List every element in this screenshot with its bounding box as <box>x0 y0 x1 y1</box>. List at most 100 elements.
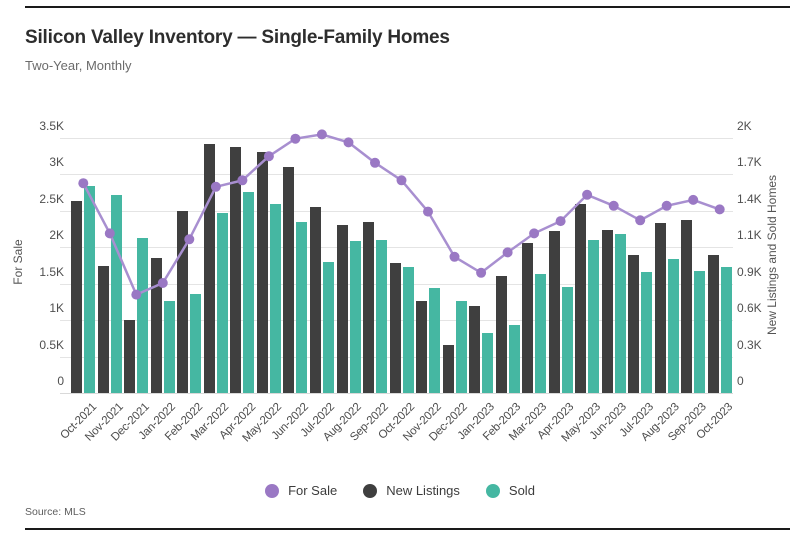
bar-sold-Apr-2022 <box>243 191 255 393</box>
bar-new-listings-Apr-2022 <box>230 146 242 393</box>
bar-sold-Mar-2022 <box>216 213 228 393</box>
y-tick-right: 0.9K <box>737 264 762 279</box>
bar-sold-Nov-2021 <box>110 195 122 393</box>
bar-new-listings-Oct-2023 <box>707 255 719 393</box>
y-tick-left: 0 <box>57 374 64 388</box>
y-tick-right: 1.1K <box>737 228 762 243</box>
legend-label: New Listings <box>386 483 460 498</box>
bar-new-listings-Dec-2021 <box>124 320 136 393</box>
y-tick-right: 1.4K <box>737 191 762 206</box>
bar-sold-Aug-2022 <box>349 241 361 393</box>
legend-dot-icon <box>265 483 280 498</box>
bar-new-listings-Nov-2022 <box>416 301 427 393</box>
for-sale-point-Sep-2022 <box>370 157 380 168</box>
legend-item-new-listings: New Listings <box>363 483 460 498</box>
chart-subtitle: Two-Year, Monthly <box>25 58 132 73</box>
bar-new-listings-Aug-2023 <box>654 223 666 393</box>
y-tick-right: 0.6K <box>737 301 762 316</box>
bar-new-listings-Jan-2022 <box>150 257 162 394</box>
y-tick-right: 2K <box>737 119 752 133</box>
bar-new-listings-Jul-2022 <box>309 206 321 393</box>
bar-sold-Oct-2023 <box>720 266 732 393</box>
legend-dot-icon <box>485 483 500 498</box>
bar-sold-Oct-2022 <box>402 266 414 393</box>
legend-item-sold: Sold <box>485 483 535 498</box>
bar-new-listings-Apr-2023 <box>548 231 560 393</box>
legend-item-for-sale: For Sale <box>265 483 337 498</box>
for-sale-point-Jul-2023 <box>635 215 646 226</box>
bar-new-listings-Jun-2023 <box>601 229 613 393</box>
bar-sold-May-2022 <box>269 204 281 393</box>
bar-new-listings-Jul-2023 <box>628 255 640 393</box>
gridline <box>60 174 733 176</box>
bar-new-listings-Oct-2022 <box>389 262 401 393</box>
top-rule <box>25 6 790 8</box>
bar-sold-Nov-2022 <box>429 288 440 393</box>
source-note: Source: MLS <box>25 506 86 518</box>
bar-sold-Jan-2023 <box>482 333 494 393</box>
bar-sold-Mar-2023 <box>535 274 547 393</box>
for-sale-point-Jan-2023 <box>476 267 487 278</box>
legend: For Sale New Listings Sold <box>0 483 800 498</box>
bar-sold-Jun-2023 <box>614 233 626 393</box>
bar-sold-Apr-2023 <box>561 287 573 393</box>
y-tick-left: 2.5K <box>39 191 64 206</box>
bar-sold-Jun-2022 <box>296 222 308 393</box>
bar-new-listings-Feb-2023 <box>495 275 507 393</box>
bar-sold-Feb-2023 <box>508 325 520 393</box>
bar-sold-Sep-2022 <box>376 240 387 393</box>
y-tick-right: 1.7K <box>737 155 762 170</box>
for-sale-point-Sep-2023 <box>688 194 699 205</box>
bar-new-listings-May-2022 <box>256 152 268 393</box>
right-axis-title: New Listings and Sold Homes <box>765 174 779 336</box>
bottom-rule <box>25 528 790 530</box>
bar-sold-Sep-2023 <box>694 270 706 393</box>
bar-new-listings-Jun-2022 <box>283 167 295 393</box>
y-tick-left: 1K <box>49 301 64 316</box>
y-tick-right: 0 <box>737 374 744 388</box>
bar-sold-Dec-2021 <box>137 237 149 393</box>
gridline <box>60 393 733 394</box>
y-tick-left: 3.5K <box>39 119 64 133</box>
for-sale-point-Aug-2023 <box>661 200 672 211</box>
y-tick-right: 0.3K <box>737 337 762 352</box>
bar-sold-Jan-2022 <box>163 301 175 393</box>
gridline <box>60 210 733 212</box>
bar-new-listings-Aug-2022 <box>336 224 348 393</box>
bar-new-listings-Jan-2023 <box>469 306 481 393</box>
bar-new-listings-Mar-2023 <box>522 242 534 393</box>
bar-new-listings-Sep-2023 <box>681 219 693 393</box>
bar-new-listings-Nov-2021 <box>97 265 109 393</box>
for-sale-point-May-2023 <box>582 189 593 200</box>
bar-new-listings-Sep-2022 <box>363 222 374 393</box>
left-axis-title: For Sale <box>11 239 25 285</box>
for-sale-point-Apr-2023 <box>555 216 566 227</box>
y-tick-left: 3K <box>49 155 64 170</box>
bar-sold-May-2023 <box>588 240 600 393</box>
for-sale-point-Oct-2023 <box>714 204 725 215</box>
y-tick-left: 0.5K <box>39 337 64 352</box>
for-sale-point-Feb-2023 <box>502 247 513 258</box>
y-tick-left: 2K <box>49 228 64 243</box>
bar-sold-Jul-2023 <box>641 271 653 393</box>
bar-new-listings-Feb-2022 <box>177 210 189 393</box>
chart-title: Silicon Valley Inventory — Single-Family… <box>25 27 450 48</box>
bar-new-listings-Mar-2022 <box>203 144 215 393</box>
for-sale-point-Dec-2022 <box>449 251 460 262</box>
for-sale-point-Mar-2023 <box>529 228 540 239</box>
gridline <box>60 247 733 249</box>
bar-sold-Oct-2021 <box>84 186 96 393</box>
bar-sold-Jul-2022 <box>322 261 334 393</box>
for-sale-point-Jun-2023 <box>608 200 619 211</box>
bar-sold-Dec-2022 <box>455 301 467 393</box>
bar-new-listings-May-2023 <box>575 204 587 393</box>
bar-new-listings-Oct-2021 <box>71 200 83 393</box>
legend-dot-icon <box>363 483 378 498</box>
for-sale-point-Oct-2022 <box>396 175 407 186</box>
gridline <box>60 138 733 139</box>
bar-sold-Aug-2023 <box>667 259 679 393</box>
bar-new-listings-Dec-2022 <box>442 344 454 394</box>
y-tick-left: 1.5K <box>39 264 64 279</box>
